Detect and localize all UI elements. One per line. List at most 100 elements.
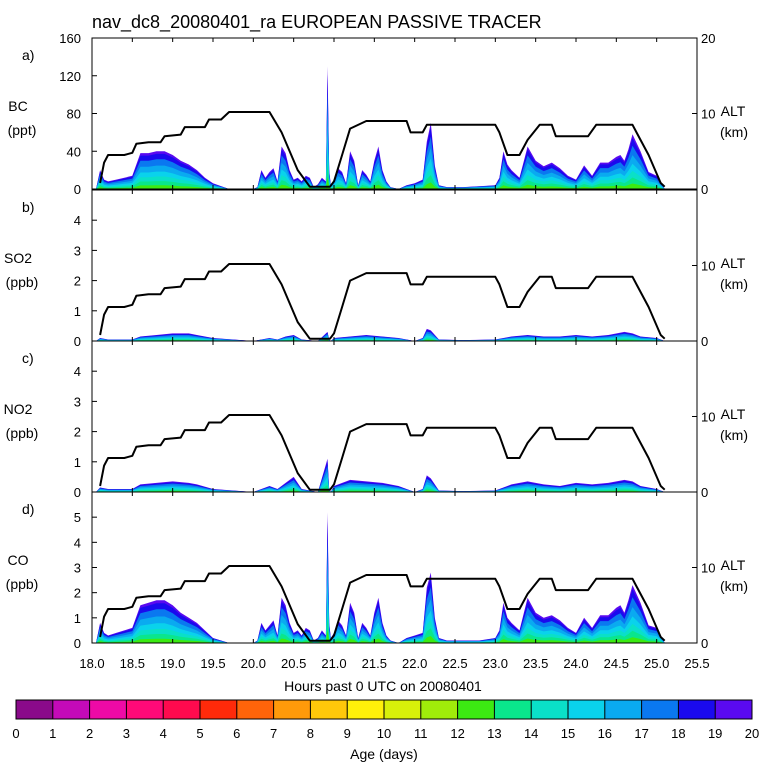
panel-no2: 0 1 2 3 4 0 10 c) NO2 (ppb) ALT (km) xyxy=(4,340,748,500)
x-tick-label: 24.0 xyxy=(563,656,588,671)
x-tick-label: 24.5 xyxy=(604,656,629,671)
altitude-unit-label: (km) xyxy=(720,427,748,443)
colorbar-tick-label: 9 xyxy=(344,726,351,741)
x-tick-label: 21.0 xyxy=(321,656,346,671)
colorbar-tick-label: 19 xyxy=(708,726,722,741)
y-tick-label: 160 xyxy=(59,31,81,46)
tracer-age-layer-6-no2 xyxy=(96,481,665,492)
colorbar-swatch xyxy=(641,700,679,719)
y-tick-label: 4 xyxy=(74,213,81,228)
y-tick-label: 0 xyxy=(74,334,81,349)
colorbar-swatch xyxy=(384,700,422,719)
alt-tick-label: 10 xyxy=(701,410,715,425)
species-label: NO2 xyxy=(4,401,33,417)
tracer-age-layer-4-no2 xyxy=(96,471,665,492)
x-tick-label: 23.5 xyxy=(523,656,548,671)
x-axis: 18.0 18.5 19.0 19.5 20.0 20.5 21.0 21.5 22.0 22.5… xyxy=(79,656,709,671)
panels-group: 0408012016001020a)BC(ppt)ALT(km)01234010… xyxy=(4,31,748,651)
y-tick-label: 4 xyxy=(74,535,81,550)
colorbar-swatch xyxy=(200,700,238,719)
tracer-age-layer-8-no2 xyxy=(96,488,665,492)
y-tick-label: 1 xyxy=(74,304,81,319)
x-tick-label: 19.5 xyxy=(200,656,225,671)
colorbar-swatch xyxy=(163,700,201,719)
y-tick-label: 2 xyxy=(74,586,81,601)
y-tick-label: 80 xyxy=(67,107,81,122)
colorbar-tick-label: 3 xyxy=(123,726,130,741)
y-tick-label: 2 xyxy=(74,274,81,289)
x-tick-label: 22.0 xyxy=(402,656,427,671)
x-tick-label: 20.0 xyxy=(241,656,266,671)
colorbar-swatch xyxy=(531,700,569,719)
x-tick-label: 18.0 xyxy=(79,656,104,671)
tracer-age-layer-7-so2 xyxy=(96,338,665,341)
colorbar-swatch xyxy=(568,700,606,719)
altitude-line-so2 xyxy=(99,263,666,340)
y-tick-label: 2 xyxy=(74,425,81,440)
colorbar-tick-label: 2 xyxy=(86,726,93,741)
x-tick-label: 19.0 xyxy=(160,656,185,671)
colorbar-tick-label: 7 xyxy=(270,726,277,741)
colorbar-swatch xyxy=(89,700,127,719)
colorbar-tick-label: 14 xyxy=(524,726,538,741)
x-tick-label: 20.5 xyxy=(281,656,306,671)
panel-id-label: a) xyxy=(22,47,34,63)
x-tick-label: 18.5 xyxy=(120,656,145,671)
panel-frame-so2 xyxy=(91,189,698,342)
x-tick-label: 25.5 xyxy=(684,656,709,671)
alt-tick-label: 10 xyxy=(701,259,715,274)
colorbar-swatch xyxy=(715,700,753,719)
alt-tick-label: 10 xyxy=(701,107,715,122)
panel-so2: 0 1 2 3 4 0 10 b) SO2 (ppb) ALT (km) xyxy=(4,189,748,349)
colorbar-tick-label: 16 xyxy=(598,726,612,741)
panel-co: 0 1 2 3 4 5 0 10 d) CO (ppb) ALT (km) xyxy=(6,491,748,651)
species-unit-label: (ppt) xyxy=(8,122,37,138)
species-unit-label: (ppb) xyxy=(6,425,39,441)
tracer-age-layer-2-no2 xyxy=(96,461,665,492)
altitude-label: ALT xyxy=(721,406,746,422)
panel-id-label: c) xyxy=(22,350,34,366)
colorbar-swatch xyxy=(604,700,643,719)
panel-id-label: b) xyxy=(22,199,34,215)
colorbar-swatch xyxy=(126,700,164,719)
colorbar-tick-label: 10 xyxy=(377,726,391,741)
colorbar-tick-label: 8 xyxy=(307,726,314,741)
colorbar-tick-label: 12 xyxy=(450,726,464,741)
colorbar-tick-label: 17 xyxy=(634,726,648,741)
species-label: BC xyxy=(8,98,27,114)
colorbar-tick-label: 13 xyxy=(487,726,501,741)
y-tick-label: 0 xyxy=(74,636,81,651)
y-tick-label: 0 xyxy=(74,485,81,500)
colorbar-swatch xyxy=(236,700,275,719)
alt-tick-label: 0 xyxy=(701,636,708,651)
y-tick-label: 4 xyxy=(74,364,81,379)
y-tick-label: 40 xyxy=(67,144,81,159)
colorbar-swatch xyxy=(273,700,311,719)
altitude-label: ALT xyxy=(721,103,746,119)
y-tick-label: 1 xyxy=(74,611,81,626)
y-tick-label: 5 xyxy=(74,510,81,525)
tracer-age-layer-7-no2 xyxy=(96,485,665,492)
species-unit-label: (ppb) xyxy=(6,274,39,290)
y-tick-label: 1 xyxy=(74,455,81,470)
alt-tick-label: 0 xyxy=(701,182,708,197)
x-tick-label: 22.5 xyxy=(442,656,467,671)
panel-frame-no2 xyxy=(91,340,698,493)
altitude-unit-label: (km) xyxy=(720,124,748,140)
tracer-age-layer-8-co xyxy=(96,629,665,643)
tracer-age-layer-3-no2 xyxy=(96,465,665,492)
colorbar-swatch xyxy=(16,700,54,719)
colorbar-tick-label: 1 xyxy=(49,726,56,741)
colorbar-swatch xyxy=(52,700,91,719)
alt-tick-label: 10 xyxy=(701,561,715,576)
altitude-label: ALT xyxy=(721,557,746,573)
altitude-line-bc xyxy=(99,111,666,188)
colorbar-tick-label: 15 xyxy=(561,726,575,741)
colorbar-tick-label: 11 xyxy=(414,726,428,741)
species-label: CO xyxy=(8,552,29,568)
altitude-unit-label: (km) xyxy=(720,578,748,594)
y-tick-label: 3 xyxy=(74,561,81,576)
colorbar-tick-label: 4 xyxy=(160,726,167,741)
colorbar-swatch xyxy=(678,700,716,719)
